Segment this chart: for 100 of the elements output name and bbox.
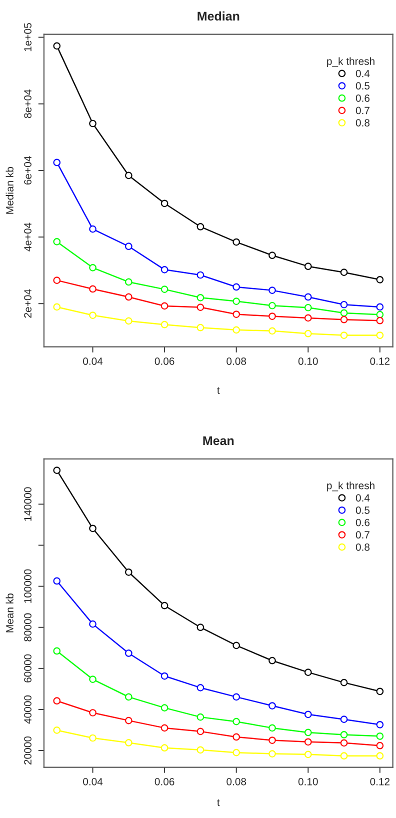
point <box>232 733 240 741</box>
point <box>232 693 240 701</box>
point <box>340 268 348 276</box>
chart-title: Mean <box>203 436 234 446</box>
point <box>53 303 61 311</box>
point <box>53 577 61 585</box>
point <box>160 704 168 712</box>
point <box>196 746 204 754</box>
legend-label: 0.8 <box>356 543 370 551</box>
point <box>268 724 276 732</box>
point <box>53 158 61 166</box>
point <box>232 718 240 726</box>
point <box>304 304 312 312</box>
x-tick-label: 0.12 <box>370 778 390 786</box>
point <box>376 303 384 311</box>
legend-label: 0.4 <box>356 70 370 78</box>
point <box>89 709 96 716</box>
point <box>376 276 384 284</box>
point <box>124 278 132 286</box>
y-tick-label: 1e+05 <box>24 23 32 52</box>
x-axis-title: t <box>217 387 220 394</box>
legend-title: p_k thresh <box>327 482 374 492</box>
point <box>160 724 168 732</box>
point <box>232 642 240 650</box>
point <box>376 332 384 339</box>
point <box>196 324 204 332</box>
point <box>196 271 204 279</box>
point <box>53 466 61 474</box>
point <box>232 298 240 305</box>
point <box>340 678 348 686</box>
point <box>53 238 61 246</box>
point <box>89 264 96 272</box>
point <box>89 524 96 532</box>
point <box>304 293 312 301</box>
legend-label: 0.8 <box>356 119 370 126</box>
point <box>160 672 168 680</box>
point <box>196 713 204 721</box>
point <box>232 283 240 291</box>
point <box>160 320 168 328</box>
point <box>160 286 168 293</box>
point <box>376 752 384 760</box>
x-tick-label: 0.12 <box>370 358 390 365</box>
point <box>268 736 276 744</box>
y-tick-label: 40000 <box>24 695 32 724</box>
point <box>304 330 312 338</box>
point <box>304 710 312 718</box>
chart-title: Median <box>198 11 240 21</box>
point <box>268 702 276 710</box>
point <box>232 310 240 318</box>
x-tick-label: 0.08 <box>226 358 246 365</box>
x-tick-label: 0.04 <box>83 358 103 365</box>
point <box>89 312 96 319</box>
x-tick-label: 0.04 <box>83 778 103 786</box>
y-tick-label: 8e+04 <box>24 90 32 118</box>
legend-label: 0.6 <box>356 94 370 102</box>
y-tick-label: 2e+04 <box>24 289 32 318</box>
point <box>304 738 312 746</box>
x-axis-title: t <box>217 799 220 806</box>
x-tick-label: 0.06 <box>154 778 174 786</box>
legend-label: 0.5 <box>356 506 370 514</box>
point <box>268 327 276 335</box>
point <box>124 172 132 180</box>
point <box>89 120 96 128</box>
point <box>268 286 276 294</box>
point <box>376 316 384 324</box>
point <box>376 310 384 318</box>
point <box>376 688 384 696</box>
point <box>196 294 204 302</box>
point <box>340 316 348 324</box>
legend-label: 0.4 <box>356 494 370 502</box>
point <box>196 223 204 230</box>
y-tick-label: 80000 <box>24 613 32 642</box>
point <box>124 293 132 301</box>
legend-label: 0.7 <box>356 106 370 114</box>
point <box>340 332 348 339</box>
point <box>160 266 168 274</box>
point <box>53 697 61 705</box>
point <box>196 624 204 632</box>
y-tick-label: 20000 <box>24 736 32 764</box>
point <box>160 602 168 610</box>
point <box>268 302 276 310</box>
point <box>53 42 61 50</box>
point <box>196 684 204 692</box>
legend-label: 0.5 <box>356 82 370 90</box>
point <box>304 728 312 736</box>
point <box>268 656 276 664</box>
point <box>340 716 348 723</box>
point <box>53 647 61 655</box>
point <box>124 568 132 576</box>
point <box>124 693 132 701</box>
point <box>376 732 384 740</box>
point <box>124 242 132 250</box>
point <box>124 716 132 724</box>
x-tick-label: 0.10 <box>298 358 318 365</box>
point <box>124 317 132 325</box>
point <box>89 676 96 683</box>
point <box>89 225 96 233</box>
y-tick-label: 60000 <box>24 654 32 682</box>
x-tick-label: 0.08 <box>226 778 246 786</box>
point <box>196 304 204 311</box>
